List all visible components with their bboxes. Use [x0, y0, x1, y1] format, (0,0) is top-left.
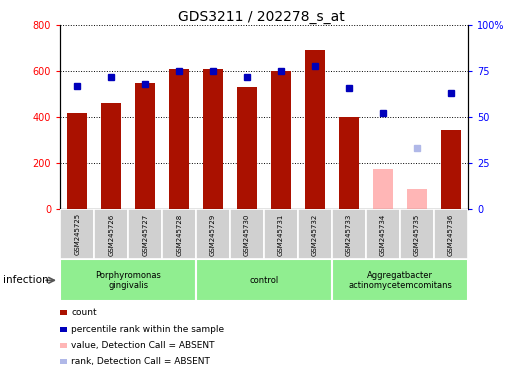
Text: GSM245732: GSM245732	[312, 213, 318, 255]
Text: rank, Detection Call = ABSENT: rank, Detection Call = ABSENT	[71, 357, 210, 366]
Bar	[101, 103, 121, 209]
Bar	[373, 169, 393, 209]
Bar	[271, 71, 291, 209]
Text: GSM245726: GSM245726	[108, 213, 114, 255]
Text: GSM245736: GSM245736	[448, 213, 454, 256]
Bar	[305, 50, 325, 209]
Bar	[264, 209, 298, 259]
Bar	[339, 117, 359, 209]
Bar	[67, 113, 87, 209]
Bar	[196, 209, 230, 259]
Text: GSM245735: GSM245735	[414, 213, 420, 255]
Text: GSM245731: GSM245731	[278, 213, 284, 256]
Text: percentile rank within the sample: percentile rank within the sample	[71, 324, 224, 334]
Bar	[230, 209, 264, 259]
Text: count: count	[71, 308, 97, 318]
Bar	[169, 69, 189, 209]
Bar	[196, 259, 332, 301]
Bar	[400, 209, 434, 259]
Text: GDS3211 / 202278_s_at: GDS3211 / 202278_s_at	[178, 10, 345, 23]
Bar	[441, 130, 461, 209]
Bar	[135, 83, 155, 209]
Bar	[237, 87, 257, 209]
Text: Porphyromonas
gingivalis: Porphyromonas gingivalis	[95, 271, 161, 290]
Bar	[162, 209, 196, 259]
Bar	[332, 259, 468, 301]
Text: control: control	[249, 276, 279, 285]
Text: GSM245725: GSM245725	[74, 213, 80, 255]
Bar	[94, 209, 128, 259]
Bar	[407, 189, 427, 209]
Text: GSM245730: GSM245730	[244, 213, 250, 256]
Text: infection: infection	[3, 275, 48, 285]
Bar	[203, 69, 223, 209]
Bar	[128, 209, 162, 259]
Bar	[298, 209, 332, 259]
Text: Aggregatbacter
actinomycetemcomitans: Aggregatbacter actinomycetemcomitans	[348, 271, 452, 290]
Text: value, Detection Call = ABSENT: value, Detection Call = ABSENT	[71, 341, 214, 350]
Bar	[434, 209, 468, 259]
Bar	[332, 209, 366, 259]
Text: GSM245734: GSM245734	[380, 213, 386, 255]
Bar	[366, 209, 400, 259]
Bar	[60, 259, 196, 301]
Bar	[60, 209, 94, 259]
Text: GSM245727: GSM245727	[142, 213, 148, 255]
Text: GSM245733: GSM245733	[346, 213, 352, 256]
Text: GSM245729: GSM245729	[210, 213, 216, 255]
Text: GSM245728: GSM245728	[176, 213, 182, 255]
